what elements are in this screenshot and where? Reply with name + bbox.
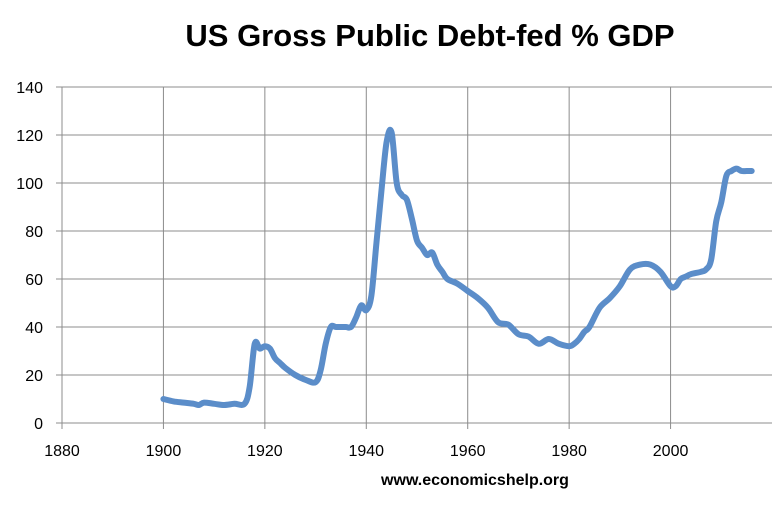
chart-title: US Gross Public Debt-fed % GDP [185,18,675,53]
axes [56,86,772,429]
y-tick-label: 100 [16,176,43,193]
source-label: www.economicshelp.org [381,472,569,489]
y-tick-label: 120 [16,128,43,145]
y-tick-label: 40 [25,320,43,337]
y-tick-label: 0 [34,416,43,433]
x-tick-label: 1900 [146,443,182,460]
y-tick-labels: 0 20 40 60 80 100 120 140 [16,80,43,433]
y-tick-label: 60 [25,272,43,289]
series-line [160,126,755,409]
x-tick-label: 1960 [450,443,486,460]
y-tick-label: 20 [25,368,43,385]
x-tick-label: 1880 [44,443,80,460]
x-tick-label: 1940 [348,443,384,460]
y-tick-label: 80 [25,224,43,241]
x-tick-label: 1980 [551,443,587,460]
series-layer [160,126,755,409]
x-tick-label: 1920 [247,443,283,460]
x-tick-label: 2000 [653,443,689,460]
gridlines [62,86,772,423]
x-tick-labels: 1880 1900 1920 1940 1960 1980 2000 [44,443,688,460]
y-tick-label: 140 [16,80,43,97]
